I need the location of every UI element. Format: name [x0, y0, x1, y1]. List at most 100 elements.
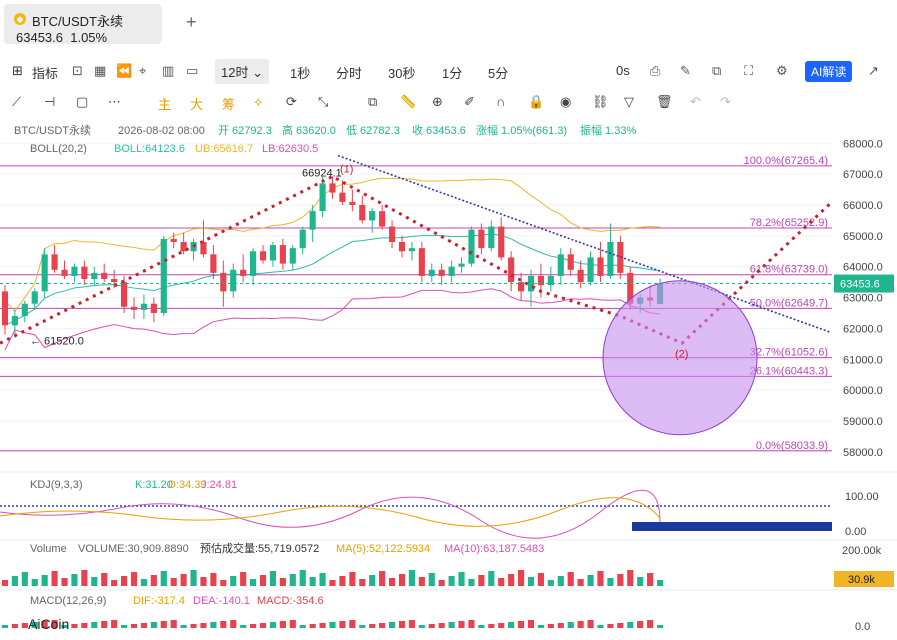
trash-icon[interactable]: 🗑 — [656, 94, 673, 109]
candle-body — [140, 303, 147, 310]
boll-mid — [4, 233, 661, 326]
macd-bar — [656, 625, 664, 628]
macd-bar — [309, 624, 316, 628]
interval-tick[interactable]: 分时 — [336, 66, 363, 81]
macd-bar — [160, 621, 167, 628]
candle-body — [200, 242, 207, 255]
macd-bar — [61, 625, 68, 628]
big-order-button[interactable]: 大 — [190, 97, 204, 112]
brush-icon[interactable]: ✐ — [464, 94, 475, 109]
macd-bar — [51, 620, 58, 628]
undo-icon[interactable]: ↶ — [690, 94, 701, 109]
vol-bar — [1, 580, 9, 586]
price-tick: 61000.0 — [843, 354, 883, 366]
pen-icon[interactable]: ✎ — [680, 63, 691, 78]
candle-body — [597, 257, 604, 276]
candle-body — [101, 272, 108, 280]
price-tick: 62000.0 — [843, 323, 883, 335]
macd-bar — [120, 625, 128, 628]
vol-bar — [518, 570, 525, 586]
macd-bar — [388, 622, 396, 628]
macd-bar — [557, 623, 564, 628]
lock-icon[interactable]: 🔒 — [528, 94, 545, 109]
macd-value: MACD:-354.6 — [257, 595, 324, 607]
window-icon[interactable]: ⧉ — [712, 63, 722, 78]
main-force-button[interactable]: 主 — [158, 97, 172, 112]
eye-icon[interactable]: ◉ — [560, 94, 572, 109]
add-tab-button[interactable]: + — [186, 12, 197, 32]
rect-tool-icon[interactable]: ▢ — [76, 94, 89, 109]
ruler-icon[interactable]: 📏 — [400, 94, 417, 109]
macd-bar — [11, 624, 18, 628]
interval-30s[interactable]: 30秒 — [388, 66, 416, 81]
chart-type-icon[interactable]: ▥ — [162, 63, 175, 78]
magnet-icon[interactable]: ∩ — [496, 94, 506, 109]
compare-icon[interactable]: ▭ — [186, 63, 199, 78]
vol-bar — [259, 575, 267, 586]
trend-icon[interactable]: ↗ — [868, 63, 879, 78]
replay-icon[interactable]: ⏪ — [116, 63, 133, 78]
link-icon[interactable]: ⛓ — [592, 94, 609, 109]
vol-bar — [398, 574, 406, 586]
copy-icon[interactable]: ⧉ — [368, 94, 378, 109]
indicators-button[interactable]: 指标 — [32, 66, 59, 81]
macd-bar — [547, 624, 554, 628]
info-4: 低 62782.3 — [346, 124, 400, 137]
macd-bar — [130, 624, 138, 628]
interval-12h[interactable]: 12时 ⌄ — [215, 59, 269, 84]
settings-icon[interactable]: ⚙ — [776, 63, 788, 78]
vol-bar — [289, 574, 296, 586]
info-1: 2026-08-02 08:00 — [118, 125, 205, 137]
kdj-line-d — [0, 497, 661, 527]
redo-icon[interactable]: ↷ — [720, 94, 731, 109]
line-tool-icon[interactable]: ⟋ — [12, 94, 22, 109]
candle-body — [240, 269, 247, 276]
macd-bar — [468, 620, 475, 628]
vol-bar — [359, 579, 366, 586]
interval-1m[interactable]: 1分 — [442, 66, 463, 81]
measure-icon[interactable]: ⤡ — [318, 94, 329, 109]
candle-body — [518, 282, 525, 292]
chart-area[interactable]: 100.0%(67265.4) 78.2%(65252.9) 61.8%(63739… — [0, 120, 897, 640]
grid-icon[interactable]: ▦ — [94, 63, 107, 78]
vol-bar — [339, 576, 346, 586]
hline-tool-icon[interactable]: ⊣ — [44, 94, 56, 109]
fullscreen-icon[interactable]: ⛶ — [744, 63, 754, 78]
price-tick: 64000.0 — [843, 262, 883, 274]
vol-est: 预估成交量:55,719.0572 — [200, 541, 319, 555]
refresh-icon[interactable]: ⟳ — [286, 94, 297, 109]
interval-1s[interactable]: 1秒 — [290, 66, 311, 81]
candle-body — [488, 226, 495, 249]
camera-icon[interactable]: ⎙ — [650, 63, 661, 78]
macd-bar — [597, 625, 604, 628]
macd-bar — [577, 621, 584, 628]
vol-bar — [428, 573, 435, 586]
vol-bar — [81, 570, 88, 586]
zoom-icon[interactable]: ⊕ — [432, 94, 443, 109]
kdj-d: D:34.39 — [168, 479, 207, 491]
vol-bar — [617, 574, 624, 586]
layout-icon[interactable]: ⊡ — [72, 63, 83, 78]
indicator-icon[interactable]: ⊞ — [12, 63, 23, 78]
candle-body — [438, 269, 445, 276]
candle-body — [269, 245, 277, 261]
symbol-tab[interactable]: ◆ BTC/USDT永续 63453.6 1.05% — [4, 4, 162, 45]
marker-icon[interactable]: ⌖ — [139, 63, 147, 78]
ai-analysis-button[interactable]: AI解读 — [805, 61, 853, 82]
vol-bar — [31, 579, 38, 586]
interval-5m[interactable]: 5分 — [488, 66, 509, 81]
filter-icon[interactable]: ▽ — [624, 94, 634, 109]
vol-bar — [200, 577, 207, 586]
macd-bar — [319, 623, 326, 628]
vol-bar — [498, 578, 505, 586]
candle-body — [289, 248, 296, 264]
fib-label: 26.1%(60443.3) — [750, 365, 828, 377]
more-tools-icon[interactable]: ⋯ — [108, 94, 121, 109]
candle-body — [279, 245, 286, 264]
vol-bar — [379, 571, 386, 586]
chip-button[interactable]: 筹 — [222, 97, 236, 112]
candle-body — [31, 291, 38, 304]
vol-bar — [329, 580, 336, 586]
signal-icon[interactable]: ⟡ — [254, 94, 263, 109]
macd-bar — [31, 622, 38, 628]
